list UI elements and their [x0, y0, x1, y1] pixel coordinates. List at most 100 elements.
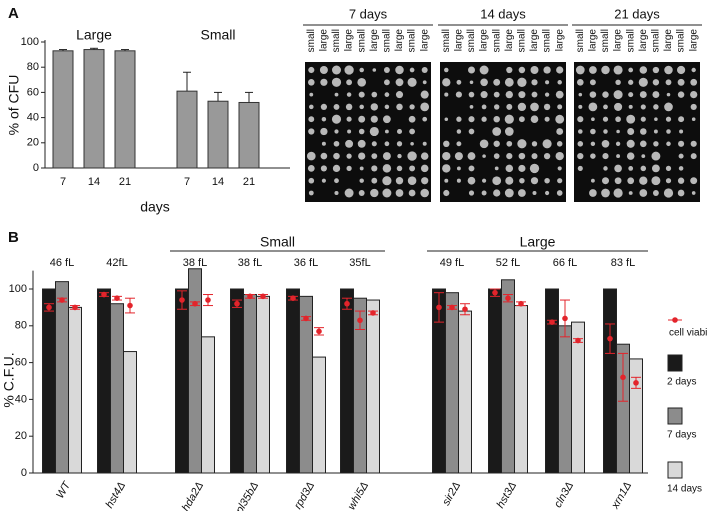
colony [504, 127, 514, 136]
colony [652, 66, 660, 74]
colony [640, 165, 647, 172]
colony [358, 115, 366, 123]
panel-label: B [8, 229, 19, 246]
colony [530, 102, 539, 112]
x-tick-label: 21 [243, 176, 255, 188]
viability-point [303, 315, 309, 322]
column-label: small [600, 29, 611, 52]
colony [601, 139, 610, 148]
colony [480, 78, 488, 87]
colony [603, 166, 608, 171]
colony [331, 114, 342, 124]
colony [493, 189, 501, 197]
viability-point [505, 295, 511, 302]
colony [677, 78, 685, 86]
colony [454, 152, 463, 161]
colony [588, 102, 598, 112]
colony [320, 78, 328, 86]
size-label: 52 fL [496, 257, 520, 269]
legend-swatch [672, 317, 678, 323]
column-label: small [466, 29, 477, 52]
colony [493, 104, 500, 110]
colony [664, 65, 673, 75]
column-label: large [688, 29, 699, 52]
size-label: 35fL [349, 257, 370, 269]
viability-point [518, 300, 524, 307]
bar [114, 50, 136, 169]
legend-label: 2 days [667, 377, 696, 388]
plate-title: 7 days [349, 6, 388, 21]
colony [409, 128, 416, 135]
y-tick-label: 20 [27, 137, 39, 149]
colony [628, 166, 634, 171]
colony [530, 65, 539, 75]
colony [456, 141, 462, 147]
colony [603, 129, 608, 134]
y-tick-label: 100 [9, 283, 27, 295]
bar [52, 50, 74, 169]
colony [505, 164, 514, 173]
column-label: large [319, 29, 330, 52]
y-tick-label: 0 [33, 162, 39, 174]
colony [308, 116, 315, 123]
bar [545, 288, 559, 474]
colony [396, 103, 403, 111]
colony [628, 79, 634, 85]
colony [590, 141, 596, 147]
colony [542, 139, 552, 149]
colony [517, 139, 527, 149]
colony [544, 116, 550, 122]
colony [493, 140, 500, 147]
colony [333, 152, 340, 160]
viability-point [562, 315, 568, 322]
colony [358, 128, 365, 135]
colony [397, 153, 402, 159]
colony [396, 165, 403, 172]
x-tick-label: WT [54, 479, 74, 501]
size-label: 46 fL [50, 257, 74, 269]
column-label: small [382, 29, 393, 52]
colony [628, 67, 634, 73]
colony [395, 65, 404, 75]
colony [395, 91, 404, 99]
colony [506, 66, 513, 74]
colony [504, 77, 514, 87]
colony [308, 79, 315, 86]
colony [691, 117, 696, 121]
column-label: small [491, 29, 502, 52]
x-tick-label: 7 [184, 176, 190, 188]
colony [344, 188, 354, 198]
viability-point [72, 304, 78, 311]
colony [651, 176, 661, 186]
colony [640, 116, 646, 122]
colony [410, 142, 414, 146]
colony [468, 116, 475, 123]
colony [492, 176, 502, 186]
bar [110, 303, 124, 474]
colony [456, 178, 461, 183]
viability-point [620, 374, 626, 381]
viability-point [492, 289, 498, 296]
colony [332, 164, 341, 173]
viability-point [370, 310, 376, 316]
colony [666, 141, 671, 147]
colony [613, 65, 623, 75]
column-label: large [613, 29, 624, 52]
colony [616, 154, 621, 159]
bar [175, 288, 189, 474]
colony [555, 151, 564, 161]
colony [482, 154, 486, 158]
colony [384, 104, 390, 110]
colony [493, 115, 500, 123]
y-tick-label: 80 [15, 320, 27, 332]
x-axis-label: days [140, 199, 170, 215]
colony [320, 165, 327, 172]
colony [532, 191, 537, 195]
colony [653, 104, 659, 110]
column-label: large [479, 29, 490, 52]
colony [504, 188, 514, 198]
bar [243, 294, 257, 474]
colony [557, 80, 562, 85]
viability-point [316, 328, 322, 335]
